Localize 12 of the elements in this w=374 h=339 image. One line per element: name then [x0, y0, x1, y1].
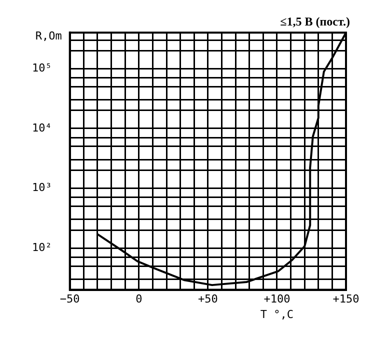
x-tick-label: +150 [332, 292, 360, 306]
x-tick-label: +50 [198, 292, 218, 306]
x-axis-title: T °,C [260, 308, 294, 322]
x-tick-label: 0 [136, 292, 142, 306]
x-tick-label: −50 [60, 292, 80, 306]
x-tick-label: +100 [264, 292, 290, 306]
y-tick-label: 10⁵ [32, 61, 52, 74]
y-tick-label: 10³ [32, 181, 52, 194]
y-tick-label: 10² [32, 240, 52, 254]
chart-title: ≤1,5 В (пост.) [280, 14, 350, 29]
y-tick-label: 10⁴ [32, 121, 52, 134]
y-axis-title: R,Om [35, 29, 62, 42]
